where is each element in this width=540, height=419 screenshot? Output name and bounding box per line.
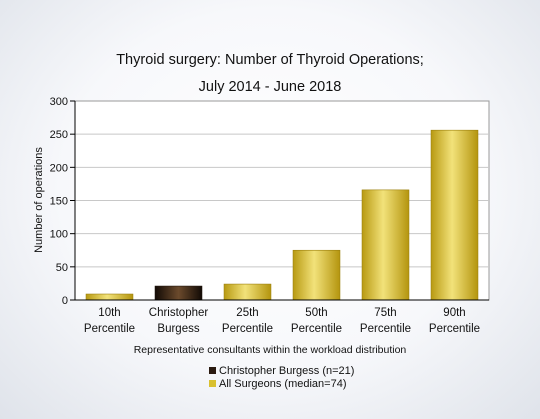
chart-title-line2: July 2014 - June 2018 xyxy=(199,79,342,95)
x-tick-label: Percentile xyxy=(291,323,342,335)
bar-3 xyxy=(292,249,341,301)
x-tick-label: 90th xyxy=(443,307,465,319)
x-tick-label: Percentile xyxy=(360,323,411,335)
bar-0 xyxy=(85,293,134,301)
y-tick-label: 0 xyxy=(62,295,68,307)
y-tick-label: 300 xyxy=(50,96,68,108)
legend-label-all: All Surgeons (median=74) xyxy=(219,378,347,390)
grid-lines xyxy=(75,133,489,268)
x-axis-ticks: 10th Percentile Christopher Burgess 25th Perc… xyxy=(84,307,480,335)
bar-2 xyxy=(223,283,272,301)
y-tick-label: 250 xyxy=(50,129,68,141)
y-tick-label: 100 xyxy=(50,229,68,241)
x-axis-label: Representative consultants within the wo… xyxy=(134,344,407,356)
y-axis-label: Number of operations xyxy=(33,147,45,253)
bars xyxy=(85,129,479,301)
x-tick-label: Percentile xyxy=(84,323,135,335)
bar-1 xyxy=(154,285,203,301)
x-tick-label: Burgess xyxy=(157,323,199,335)
legend-swatch-all xyxy=(209,380,216,387)
bar-5 xyxy=(430,129,479,301)
y-tick-label: 150 xyxy=(50,196,68,208)
y-tick-label: 50 xyxy=(56,262,68,274)
y-tick-label: 200 xyxy=(50,162,68,174)
x-tick-label: 25th xyxy=(236,307,258,319)
legend-label-cb: Christopher Burgess (n=21) xyxy=(219,365,354,377)
bar-4 xyxy=(361,189,410,301)
chart-title-line1: Thyroid surgery: Number of Thyroid Opera… xyxy=(116,52,424,68)
legend: Christopher Burgess (n=21)All Surgeons (… xyxy=(209,365,354,390)
y-axis-ticks: 0 50 100 150 200 250 300 xyxy=(50,96,75,307)
x-tick-label: 50th xyxy=(305,307,327,319)
x-tick-label: Christopher xyxy=(149,307,209,319)
x-tick-label: Percentile xyxy=(222,323,273,335)
x-tick-label: 10th xyxy=(98,307,120,319)
legend-swatch-cb xyxy=(209,367,216,374)
x-tick-label: Percentile xyxy=(429,323,480,335)
x-tick-label: 75th xyxy=(374,307,396,319)
